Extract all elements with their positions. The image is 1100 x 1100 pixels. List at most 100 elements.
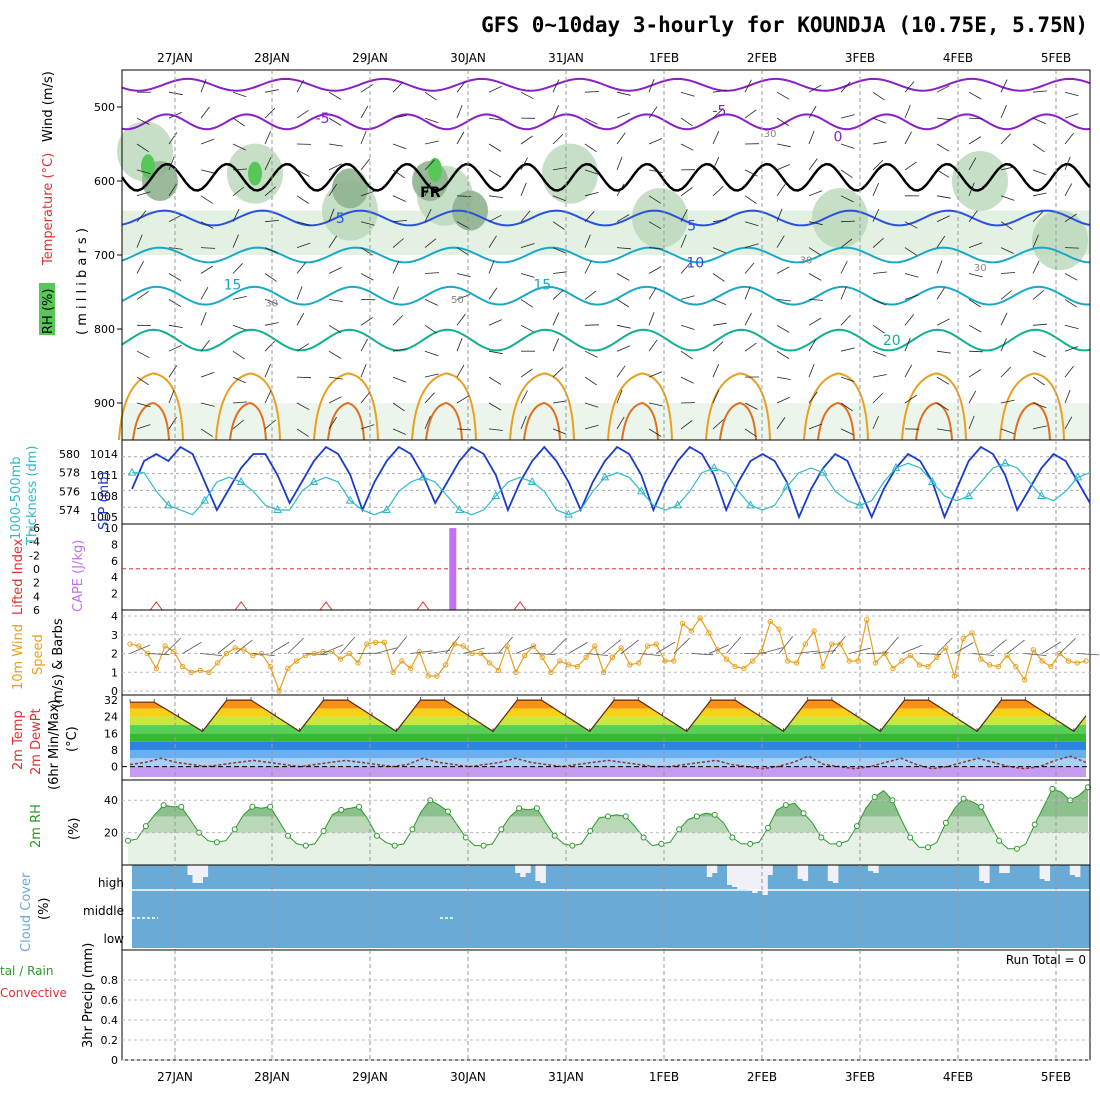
wind-barb bbox=[488, 350, 503, 355]
thickness-marker bbox=[673, 500, 683, 509]
wind-barb bbox=[872, 208, 880, 222]
temp-band bbox=[130, 700, 1086, 709]
wind-barb bbox=[712, 108, 724, 119]
wind-barb bbox=[680, 324, 695, 330]
date-tick-top: 4FEB bbox=[943, 51, 973, 65]
wind-speed-point bbox=[337, 656, 344, 662]
rh2m-tick: 20 bbox=[104, 827, 118, 840]
wind-speed-point bbox=[355, 660, 361, 666]
thickness-marker bbox=[1000, 458, 1010, 467]
li-tick: 4 bbox=[33, 590, 40, 603]
wind-barb bbox=[680, 295, 695, 300]
wind-barb bbox=[1032, 234, 1039, 248]
wind-barb bbox=[776, 235, 785, 248]
rh2m-point bbox=[302, 842, 309, 849]
cloud-gap bbox=[1074, 865, 1081, 877]
wind-speed-point bbox=[451, 641, 458, 647]
wind-barb bbox=[200, 169, 215, 174]
thickness-marker bbox=[455, 504, 464, 513]
wind-barb bbox=[296, 169, 310, 177]
wind-barb bbox=[584, 350, 598, 358]
wind-barb bbox=[264, 131, 271, 145]
rh-blob-dark bbox=[332, 168, 368, 209]
wind-barb bbox=[456, 104, 463, 119]
wind-speed-point bbox=[250, 652, 256, 659]
wind-barb bbox=[424, 140, 439, 145]
wind-barb bbox=[712, 186, 724, 197]
wind-barb bbox=[872, 350, 887, 357]
wind-barb bbox=[872, 91, 885, 101]
rh-blob bbox=[1032, 210, 1088, 271]
temp-contour-25 bbox=[803, 372, 869, 441]
wind-barb bbox=[456, 162, 470, 171]
wind-barb bbox=[488, 195, 503, 198]
wind-barb bbox=[328, 235, 338, 248]
wind-speed-point bbox=[127, 641, 133, 647]
wind-barb bbox=[136, 261, 144, 274]
wind-barb bbox=[936, 195, 951, 199]
wind-barb bbox=[456, 313, 466, 326]
wind-speed-point bbox=[1074, 660, 1080, 666]
wind-barb bbox=[808, 363, 815, 378]
wind-barb bbox=[1064, 365, 1074, 378]
wind-barb bbox=[680, 187, 693, 197]
wind-barb bbox=[1000, 366, 1011, 378]
cloud-label-1: Cloud Cover bbox=[19, 872, 34, 952]
wind-barb-10m bbox=[129, 644, 151, 654]
cloud-gap bbox=[827, 865, 834, 881]
wind-barb bbox=[968, 369, 982, 378]
wind-barb bbox=[744, 109, 757, 119]
li-tick: 0 bbox=[33, 563, 40, 576]
wind-barb bbox=[712, 364, 720, 378]
wind-barb-10m bbox=[778, 636, 794, 654]
wind-barb bbox=[808, 391, 818, 404]
cloud-gap bbox=[747, 865, 753, 890]
wind-barb bbox=[1000, 105, 1007, 119]
wind-barb bbox=[712, 247, 727, 254]
slp-tick: 1014 bbox=[90, 448, 118, 461]
wind-barb bbox=[360, 247, 373, 256]
rh-blob-green bbox=[248, 161, 262, 186]
thickness-marker bbox=[746, 500, 755, 509]
wind-barb bbox=[456, 395, 470, 404]
contour-label: 0 bbox=[833, 130, 842, 146]
wind-barb bbox=[328, 416, 337, 430]
wind-barb bbox=[424, 324, 437, 334]
rh2m-point bbox=[142, 823, 149, 830]
run-total-label: Run Total = 0 bbox=[1006, 953, 1086, 967]
contour-label: 15 bbox=[533, 278, 551, 294]
cloud-gap bbox=[192, 865, 198, 883]
wind-speed-point bbox=[346, 650, 352, 657]
wind-barb bbox=[616, 299, 630, 308]
date-tick-bottom: 29JAN bbox=[352, 1070, 388, 1084]
wind-barb bbox=[840, 143, 855, 149]
wind-barb bbox=[136, 117, 150, 125]
wind-barb bbox=[392, 114, 407, 119]
wind-barb bbox=[168, 132, 178, 145]
rh2m-point bbox=[1049, 785, 1056, 792]
wind-speed-point bbox=[162, 643, 168, 649]
temp-band bbox=[130, 741, 1086, 750]
date-tick-bottom: 28JAN bbox=[254, 1070, 290, 1084]
thickness-marker bbox=[527, 476, 537, 485]
slp-tick: 1011 bbox=[90, 469, 118, 482]
wind-barb bbox=[232, 91, 247, 98]
date-tick-top: 28JAN bbox=[254, 51, 290, 65]
wind-barb-10m bbox=[200, 653, 223, 656]
wind-barb-10m bbox=[480, 652, 503, 654]
wind-barb bbox=[616, 324, 631, 329]
wind-barb bbox=[136, 424, 151, 430]
wind-barb bbox=[360, 424, 375, 430]
wind-barb bbox=[904, 221, 918, 229]
temp-tick: 0 bbox=[111, 761, 118, 774]
wind-barb bbox=[552, 167, 567, 171]
wind-barb bbox=[1064, 156, 1071, 171]
wind-barb bbox=[584, 234, 591, 248]
temp-tick: 24 bbox=[104, 711, 118, 724]
thickness-marker bbox=[564, 509, 573, 518]
wind-barb bbox=[552, 338, 560, 352]
rh2m-point bbox=[356, 803, 363, 810]
cloud-gap bbox=[757, 865, 763, 891]
wind-barb bbox=[648, 169, 663, 173]
thickness-marker bbox=[127, 467, 137, 476]
